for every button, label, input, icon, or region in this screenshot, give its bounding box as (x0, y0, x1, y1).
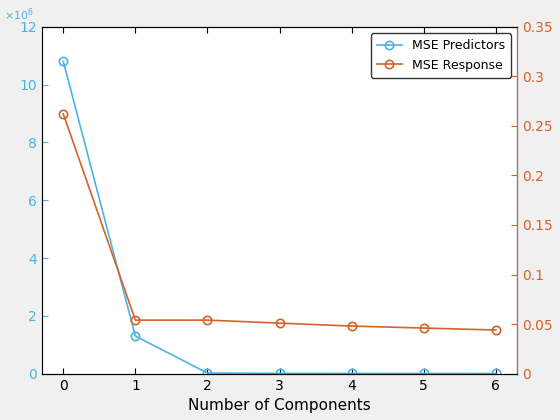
MSE Predictors (276, 371, 283, 376)
Line: MSE Predictors: MSE Predictors (59, 57, 500, 378)
Legend: MSE Predictors, MSE Response: MSE Predictors, MSE Response (371, 33, 511, 78)
MSE Response (348, 323, 355, 328)
MSE Predictors (60, 59, 67, 64)
MSE Response (132, 318, 139, 323)
MSE Response (421, 326, 427, 331)
MSE Predictors (492, 371, 499, 376)
Text: $\times10^6$: $\times10^6$ (3, 7, 34, 23)
MSE Predictors (204, 370, 211, 375)
MSE Predictors (348, 371, 355, 376)
MSE Predictors (421, 371, 427, 376)
MSE Response (276, 320, 283, 326)
MSE Response (492, 328, 499, 333)
X-axis label: Number of Components: Number of Components (188, 398, 371, 413)
Line: MSE Response: MSE Response (59, 110, 500, 334)
MSE Response (204, 318, 211, 323)
MSE Predictors (132, 333, 139, 339)
MSE Response (60, 111, 67, 116)
